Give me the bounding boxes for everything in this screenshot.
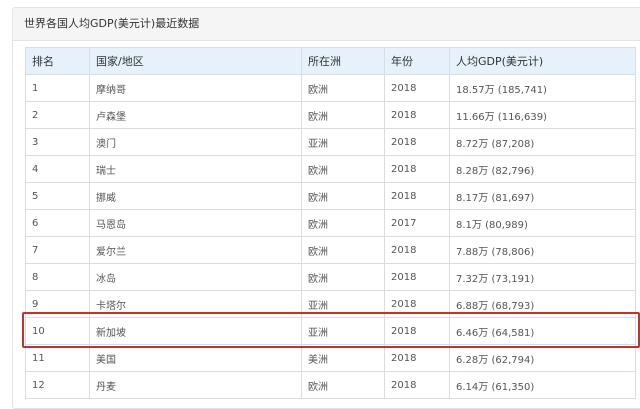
highlight-box (22, 312, 640, 348)
cell-country: 摩纳哥 (89, 74, 302, 102)
cell-year: 2018 (384, 236, 450, 264)
table-row: 1 摩纳哥 欧洲 2018 18.57万 (185,741) (25, 74, 636, 102)
table-header-row: 排名 国家/地区 所在洲 年份 人均GDP(美元计) (25, 47, 636, 75)
cell-country: 丹麦 (89, 371, 302, 399)
cell-continent: 欧洲 (301, 236, 385, 264)
table-row: 11 美国 美洲 2018 6.28万 (62,794) (25, 344, 636, 372)
cell-continent: 亚洲 (301, 317, 385, 345)
cell-year: 2018 (384, 101, 450, 129)
header-year: 年份 (384, 47, 450, 75)
cell-year: 2018 (384, 371, 450, 399)
cell-gdp: 18.57万 (185,741) (449, 74, 636, 102)
header-country: 国家/地区 (89, 47, 302, 75)
cell-continent: 欧洲 (301, 209, 385, 237)
cell-rank: 6 (25, 209, 90, 237)
cell-gdp: 7.32万 (73,191) (449, 263, 636, 291)
cell-continent: 欧洲 (301, 101, 385, 129)
cell-continent: 亚洲 (301, 128, 385, 156)
cell-gdp: 7.88万 (78,806) (449, 236, 636, 264)
cell-rank: 3 (25, 128, 90, 156)
table-row: 3 澳门 亚洲 2018 8.72万 (87,208) (25, 128, 636, 156)
cell-year: 2017 (384, 209, 450, 237)
cell-gdp: 6.46万 (64,581) (449, 317, 636, 345)
cell-gdp: 6.28万 (62,794) (449, 344, 636, 372)
cell-country: 冰岛 (89, 263, 302, 291)
cell-rank: 10 (25, 317, 90, 345)
panel-title: 世界各国人均GDP(美元计)最近数据 (13, 8, 640, 41)
gdp-table: 排名 国家/地区 所在洲 年份 人均GDP(美元计) 1 摩纳哥 欧洲 2018 18.… (25, 47, 636, 399)
cell-rank: 11 (25, 344, 90, 372)
cell-gdp: 8.1万 (80,989) (449, 209, 636, 237)
cell-continent: 欧洲 (301, 371, 385, 399)
cell-country: 马恩岛 (89, 209, 302, 237)
cell-country: 卢森堡 (89, 101, 302, 129)
cell-year: 2018 (384, 74, 450, 102)
cell-year: 2018 (384, 155, 450, 183)
cell-rank: 12 (25, 371, 90, 399)
table-row: 5 挪威 欧洲 2018 8.17万 (81,697) (25, 182, 636, 210)
header-continent: 所在洲 (301, 47, 385, 75)
cell-gdp: 11.66万 (116,639) (449, 101, 636, 129)
cell-country: 爱尔兰 (89, 236, 302, 264)
cell-rank: 7 (25, 236, 90, 264)
cell-gdp: 6.14万 (61,350) (449, 371, 636, 399)
cell-year: 2018 (384, 263, 450, 291)
table-row: 12 丹麦 欧洲 2018 6.14万 (61,350) (25, 371, 636, 399)
header-gdp: 人均GDP(美元计) (449, 47, 636, 75)
cell-continent: 欧洲 (301, 182, 385, 210)
cell-country: 挪威 (89, 182, 302, 210)
table-row: 8 冰岛 欧洲 2018 7.32万 (73,191) (25, 263, 636, 291)
cell-continent: 欧洲 (301, 155, 385, 183)
cell-rank: 8 (25, 263, 90, 291)
cell-year: 2018 (384, 128, 450, 156)
cell-country: 新加坡 (89, 317, 302, 345)
cell-continent: 欧洲 (301, 263, 385, 291)
cell-gdp: 8.72万 (87,208) (449, 128, 636, 156)
cell-country: 澳门 (89, 128, 302, 156)
cell-rank: 2 (25, 101, 90, 129)
cell-country: 美国 (89, 344, 302, 372)
table-row: 6 马恩岛 欧洲 2017 8.1万 (80,989) (25, 209, 636, 237)
cell-continent: 欧洲 (301, 74, 385, 102)
table-row: 7 爱尔兰 欧洲 2018 7.88万 (78,806) (25, 236, 636, 264)
cell-rank: 1 (25, 74, 90, 102)
cell-year: 2018 (384, 344, 450, 372)
cell-gdp: 8.28万 (82,796) (449, 155, 636, 183)
table-row: 4 瑞士 欧洲 2018 8.28万 (82,796) (25, 155, 636, 183)
header-rank: 排名 (25, 47, 90, 75)
table-row: 2 卢森堡 欧洲 2018 11.66万 (116,639) (25, 101, 636, 129)
cell-country: 瑞士 (89, 155, 302, 183)
gdp-panel: 世界各国人均GDP(美元计)最近数据 排名 国家/地区 所在洲 年份 人均GDP… (12, 7, 640, 409)
cell-gdp: 8.17万 (81,697) (449, 182, 636, 210)
cell-year: 2018 (384, 182, 450, 210)
cell-continent: 美洲 (301, 344, 385, 372)
cell-rank: 4 (25, 155, 90, 183)
cell-rank: 5 (25, 182, 90, 210)
